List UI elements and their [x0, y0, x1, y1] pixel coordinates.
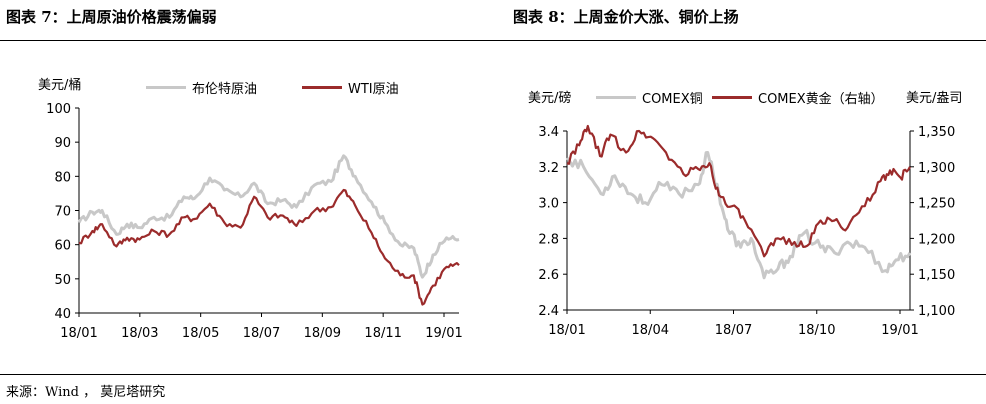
left-y-unit: 美元/桶	[38, 78, 82, 93]
right-left-y-tick-label: 2.4	[538, 304, 559, 319]
left-y-tick-label: 90	[54, 136, 71, 151]
left-x-tick-label: 18/01	[60, 326, 97, 341]
right-right-y-tick-label: 1,250	[918, 197, 955, 212]
legend-wti-swatch	[302, 86, 342, 89]
right-right-y-tick-label: 1,300	[918, 161, 955, 176]
legend-brent-label: 布伦特原油	[192, 82, 258, 97]
legend-brent-swatch	[146, 86, 186, 89]
legend-gold: COMEX黄金（右轴）	[712, 88, 884, 107]
left-y-tick-label: 70	[54, 205, 71, 220]
legend-brent: 布伦特原油	[146, 78, 257, 97]
right-y-unit-right: 美元/盎司	[906, 91, 963, 106]
legend-copper-swatch	[596, 96, 636, 99]
right-chart-title: 图表 8：上周金价大涨、铜价上扬	[513, 8, 739, 26]
left-y-tick-label: 60	[54, 239, 71, 254]
right-x-tick-label: 18/01	[548, 323, 585, 338]
right-x-tick-label: 18/04	[632, 323, 669, 338]
left-y-tick-label: 40	[54, 307, 71, 322]
source-note: 来源：Wind ， 莫尼塔研究	[6, 385, 166, 400]
brent-series-line	[77, 154, 460, 279]
source-rule	[0, 374, 986, 375]
left-y-tick-label: 100	[46, 102, 71, 117]
legend-copper-label: COMEX铜	[642, 92, 703, 107]
right-left-y-tick-label: 3.4	[538, 125, 559, 140]
legend-wti: WTI原油	[302, 78, 399, 97]
left-y-tick-label: 80	[54, 170, 71, 185]
left-x-tick-label: 18/05	[182, 326, 219, 341]
right-left-y-tick-label: 3.2	[538, 161, 559, 176]
left-x-tick-label: 18/11	[364, 326, 401, 341]
left-y-tick-label: 50	[54, 273, 71, 288]
right-x-tick-label: 19/01	[881, 323, 918, 338]
legend-gold-swatch	[712, 96, 752, 99]
right-left-y-tick-label: 3.0	[538, 197, 559, 212]
legend-wti-label: WTI原油	[348, 82, 399, 97]
right-y-unit-left: 美元/磅	[528, 91, 572, 106]
title-rule	[0, 40, 986, 41]
right-right-y-tick-label: 1,350	[918, 125, 955, 140]
left-x-tick-label: 19/01	[425, 326, 462, 341]
left-chart-title: 图表 7：上周原油价格震荡偏弱	[6, 8, 217, 26]
right-left-y-tick-label: 2.8	[538, 232, 559, 247]
gold-series-line	[566, 124, 911, 258]
right-right-y-tick-label: 1,150	[918, 268, 955, 283]
right-right-y-tick-label: 1,200	[918, 232, 955, 247]
right-right-y-tick-label: 1,100	[918, 304, 955, 319]
left-x-tick-label: 18/09	[304, 326, 341, 341]
copper-series-line	[565, 151, 912, 280]
left-x-tick-label: 18/07	[243, 326, 280, 341]
legend-copper: COMEX铜	[596, 88, 703, 107]
right-x-tick-label: 18/10	[798, 323, 835, 338]
legend-gold-label: COMEX黄金（右轴）	[758, 92, 884, 107]
wti-series-line	[78, 188, 460, 306]
right-left-y-tick-label: 2.6	[538, 268, 559, 283]
left-x-tick-label: 18/03	[121, 326, 158, 341]
right-x-tick-label: 18/07	[715, 323, 752, 338]
